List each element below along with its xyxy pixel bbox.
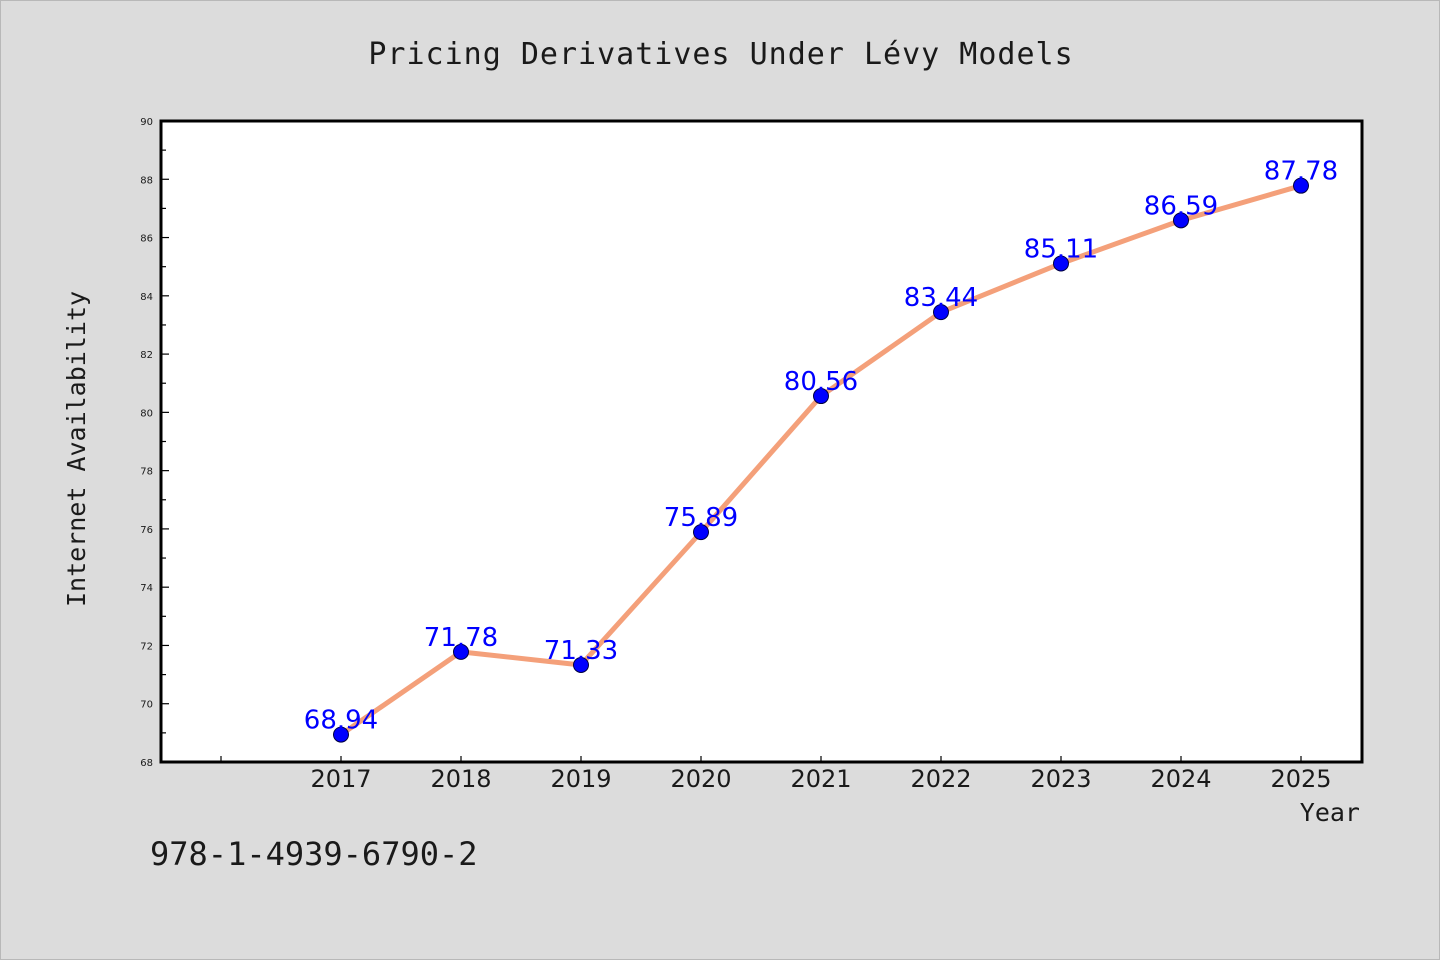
footer-code: 978-1-4939-6790-2 bbox=[150, 835, 478, 873]
data-point bbox=[813, 388, 829, 405]
y-tick-label: 76 bbox=[140, 525, 153, 536]
data-point bbox=[1173, 212, 1189, 229]
y-tick-label: 78 bbox=[140, 467, 153, 478]
data-label: 80.56 bbox=[784, 367, 858, 397]
x-tick-label: 2023 bbox=[1030, 765, 1091, 793]
y-tick-label: 80 bbox=[140, 408, 153, 419]
data-point bbox=[573, 656, 589, 673]
y-tick-label: 82 bbox=[140, 350, 153, 361]
data-point bbox=[1293, 177, 1309, 194]
y-tick-label: 70 bbox=[140, 700, 153, 711]
chart-title: Pricing Derivatives Under Lévy Models bbox=[368, 37, 1073, 72]
data-point bbox=[933, 304, 949, 321]
data-point bbox=[453, 643, 469, 660]
y-tick-label: 86 bbox=[140, 234, 153, 245]
x-tick-label: 2022 bbox=[910, 765, 971, 793]
y-tick-label: 72 bbox=[140, 641, 153, 652]
x-tick-label: 2020 bbox=[670, 765, 731, 793]
y-tick-label: 84 bbox=[140, 292, 153, 303]
y-tick-label: 68 bbox=[140, 758, 153, 769]
y-axis-label: Internet Availability bbox=[62, 291, 91, 607]
data-label: 83.44 bbox=[904, 283, 978, 313]
y-tick-label: 88 bbox=[140, 175, 153, 186]
y-axis: 68 70 72 74 76 78 80 82 84 86 88 90 bbox=[140, 117, 169, 769]
x-tick-label: 2021 bbox=[790, 765, 851, 793]
x-axis-label: Year bbox=[1300, 798, 1360, 827]
x-axis: 2017 2018 2019 2020 2021 2022 2023 2024 2025 bbox=[220, 756, 1332, 793]
data-point bbox=[693, 524, 709, 541]
x-tick-label: 2019 bbox=[550, 765, 611, 793]
x-tick-label: 2024 bbox=[1150, 765, 1211, 793]
x-tick-label: 2017 bbox=[310, 765, 371, 793]
data-point bbox=[333, 726, 349, 743]
x-tick-label: 2025 bbox=[1270, 765, 1331, 793]
data-label: 71.78 bbox=[424, 623, 498, 653]
data-label: 87.78 bbox=[1264, 157, 1338, 187]
data-labels: 68.94 71.78 71.33 75.89 80.56 83.44 85.11 86.59… bbox=[304, 157, 1338, 736]
y-tick-label: 90 bbox=[140, 117, 153, 128]
data-label: 85.11 bbox=[1024, 234, 1098, 264]
data-label: 86.59 bbox=[1144, 191, 1218, 221]
data-label: 71.33 bbox=[544, 636, 618, 666]
y-tick-label: 74 bbox=[140, 583, 153, 594]
data-label: 75.89 bbox=[664, 503, 738, 533]
data-label: 68.94 bbox=[304, 706, 378, 736]
data-point bbox=[1053, 255, 1069, 272]
series-markers bbox=[333, 177, 1309, 743]
x-tick-label: 2018 bbox=[430, 765, 491, 793]
